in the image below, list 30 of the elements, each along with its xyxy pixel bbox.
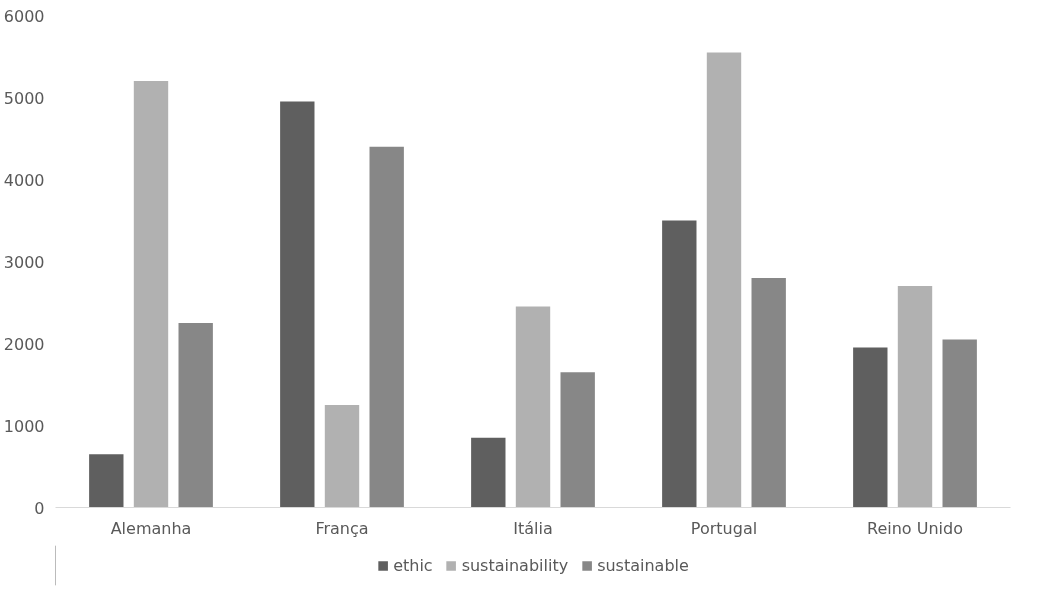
bar (662, 220, 697, 508)
x-tick-label: França (315, 518, 369, 538)
y-tick-label: 5000 (3, 88, 45, 108)
bar (324, 405, 360, 508)
y-tick-label: 6000 (3, 6, 45, 26)
bar (897, 286, 933, 508)
x-tick-label: Reino Unido (867, 518, 963, 538)
legend-label: sustainable (597, 555, 689, 575)
x-tick-label: Alemanha (110, 518, 192, 538)
bar (751, 277, 786, 508)
bar (515, 306, 551, 508)
x-tick-label: Itália (513, 518, 553, 538)
bar (706, 52, 742, 508)
bar (369, 146, 404, 508)
bar (89, 454, 124, 508)
y-tick-label: 0 (34, 498, 45, 518)
bar (560, 372, 595, 508)
bar (133, 81, 169, 508)
y-tick-label: 3000 (3, 252, 45, 272)
y-tick-label: 2000 (3, 334, 45, 354)
bar (942, 339, 977, 508)
bar (853, 347, 888, 508)
y-tick-label: 4000 (3, 170, 45, 190)
legend-label: ethic (393, 555, 433, 575)
bar (178, 323, 213, 508)
bar (280, 101, 315, 508)
x-tick-label: Portugal (690, 518, 758, 538)
bar (471, 437, 506, 508)
y-tick-label: 1000 (3, 416, 45, 436)
legend-label: sustainability (461, 555, 569, 575)
